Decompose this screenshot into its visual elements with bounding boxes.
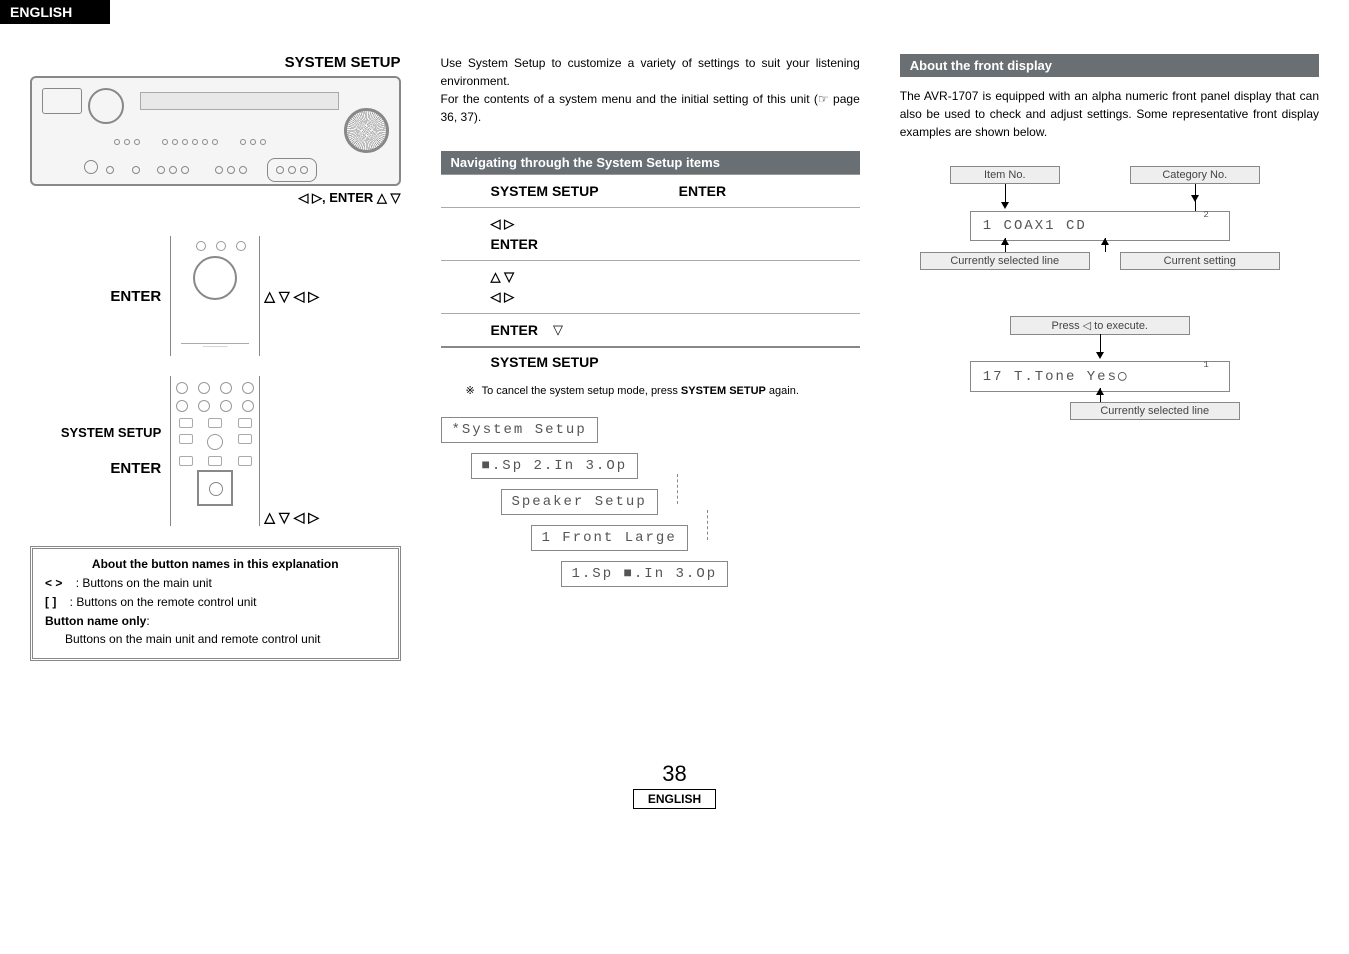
cancel-note: ※ To cancel the system setup mode, press… <box>466 384 860 397</box>
remote2-setup-label: SYSTEM SETUP <box>30 425 161 440</box>
step4-a: ENTER <box>491 322 538 338</box>
remote1-row: ENTER ───── △ ▽ ◁ ▷ <box>30 236 401 356</box>
step3-a: △ ▽ <box>491 269 850 285</box>
remote2-row: SYSTEM SETUP ENTER △ ▽ ◁ ▷ <box>30 376 401 526</box>
right-column: About the front display The AVR-1707 is … <box>900 54 1319 661</box>
av-receiver-front-illustration <box>30 76 401 186</box>
diagram-2: Press ◁ to execute. 17 T.Tone Yes◯ 1 Cur… <box>900 316 1300 436</box>
step-2: ◁ ▷ ENTER <box>441 208 860 261</box>
page-content: SYSTEM SETUP <box>0 54 1349 661</box>
d1-cur-setting: Current setting <box>1120 252 1280 270</box>
intro-1: Use System Setup to customize a variety … <box>441 56 860 88</box>
step1-b: ENTER <box>679 183 726 199</box>
note-bracket-desc: : Buttons on the remote control unit <box>70 595 257 609</box>
note-symbol-icon: ※ <box>466 385 475 397</box>
cancel-text-1: To cancel the system setup mode, press <box>482 385 681 397</box>
step4-b: ▽ <box>553 322 563 338</box>
display-sequence: *System Setup ■.Sp 2.In 3.Op Speaker Set… <box>441 417 860 587</box>
remote1-arrows-label: △ ▽ ◁ ▷ <box>264 288 400 305</box>
device-controls-label: ◁ ▷, ENTER △ ▽ <box>30 190 401 206</box>
remote1-illustration: ───── <box>170 236 260 356</box>
step1-a: SYSTEM SETUP <box>491 183 599 199</box>
remote1-enter-label: ENTER <box>30 288 161 305</box>
seg-d4: 1 Front Large <box>531 525 688 551</box>
right-heading: About the front display <box>900 54 1319 77</box>
remote2-arrows-label: △ ▽ ◁ ▷ <box>264 509 319 526</box>
note-colon: : <box>146 614 149 628</box>
note-bracket: [ ] <box>45 595 56 609</box>
seg-d2: ■.Sp 2.In 3.Op <box>471 453 639 479</box>
header-lang: ENGLISH <box>0 0 110 24</box>
intro-2: For the contents of a system menu and th… <box>441 92 860 124</box>
step2-arrows: ◁ ▷ <box>491 216 850 232</box>
d1-item-no: Item No. <box>950 166 1060 184</box>
note-angle-desc: : Buttons on the main unit <box>76 576 212 590</box>
footer-lang: ENGLISH <box>633 789 716 809</box>
middle-column: Use System Setup to customize a variety … <box>441 54 860 661</box>
cancel-text-bold: SYSTEM SETUP <box>681 385 766 397</box>
device-label: SYSTEM SETUP <box>30 54 401 71</box>
button-names-note: About the button names in this explanati… <box>30 546 401 661</box>
step-1: SYSTEM SETUP ENTER <box>441 174 860 208</box>
d2-display-text: 17 T.Tone Yes◯ <box>983 369 1129 385</box>
d1-cur-line: Currently selected line <box>920 252 1090 270</box>
d1-cat-no: Category No. <box>1130 166 1260 184</box>
step2-enter: ENTER <box>491 236 850 252</box>
step-3: △ ▽ ◁ ▷ <box>441 261 860 314</box>
note-both: Buttons on the main unit and remote cont… <box>65 631 386 648</box>
seg-d1: *System Setup <box>441 417 598 443</box>
note-title: About the button names in this explanati… <box>45 557 386 571</box>
step-final: SYSTEM SETUP <box>441 348 860 376</box>
note-angle: < > <box>45 576 62 590</box>
diagram-1: Item No. Category No. 1 COAX1 CD 2 Curre… <box>900 166 1300 286</box>
nav-heading: Navigating through the System Setup item… <box>441 151 860 174</box>
note-name-only: Button name only <box>45 614 146 628</box>
d1-display: 1 COAX1 CD 2 <box>970 211 1230 241</box>
step3-b: ◁ ▷ <box>491 289 850 305</box>
remote2-illustration <box>170 376 260 526</box>
left-column: SYSTEM SETUP <box>30 54 401 661</box>
footer: 38 ENGLISH <box>0 761 1349 809</box>
d2-press: Press ◁ to execute. <box>1010 316 1190 335</box>
d1-display-text: 1 COAX1 CD <box>983 218 1087 234</box>
d2-cur-line: Currently selected line <box>1070 402 1240 420</box>
page-number: 38 <box>0 761 1349 787</box>
cancel-text-2: again. <box>766 385 799 397</box>
seg-d3: Speaker Setup <box>501 489 658 515</box>
remote2-enter-label: ENTER <box>30 460 161 477</box>
step-4: ENTER ▽ <box>441 314 860 348</box>
right-text: The AVR-1707 is equipped with an alpha n… <box>900 87 1319 141</box>
seg-d5: 1.Sp ■.In 3.Op <box>561 561 729 587</box>
